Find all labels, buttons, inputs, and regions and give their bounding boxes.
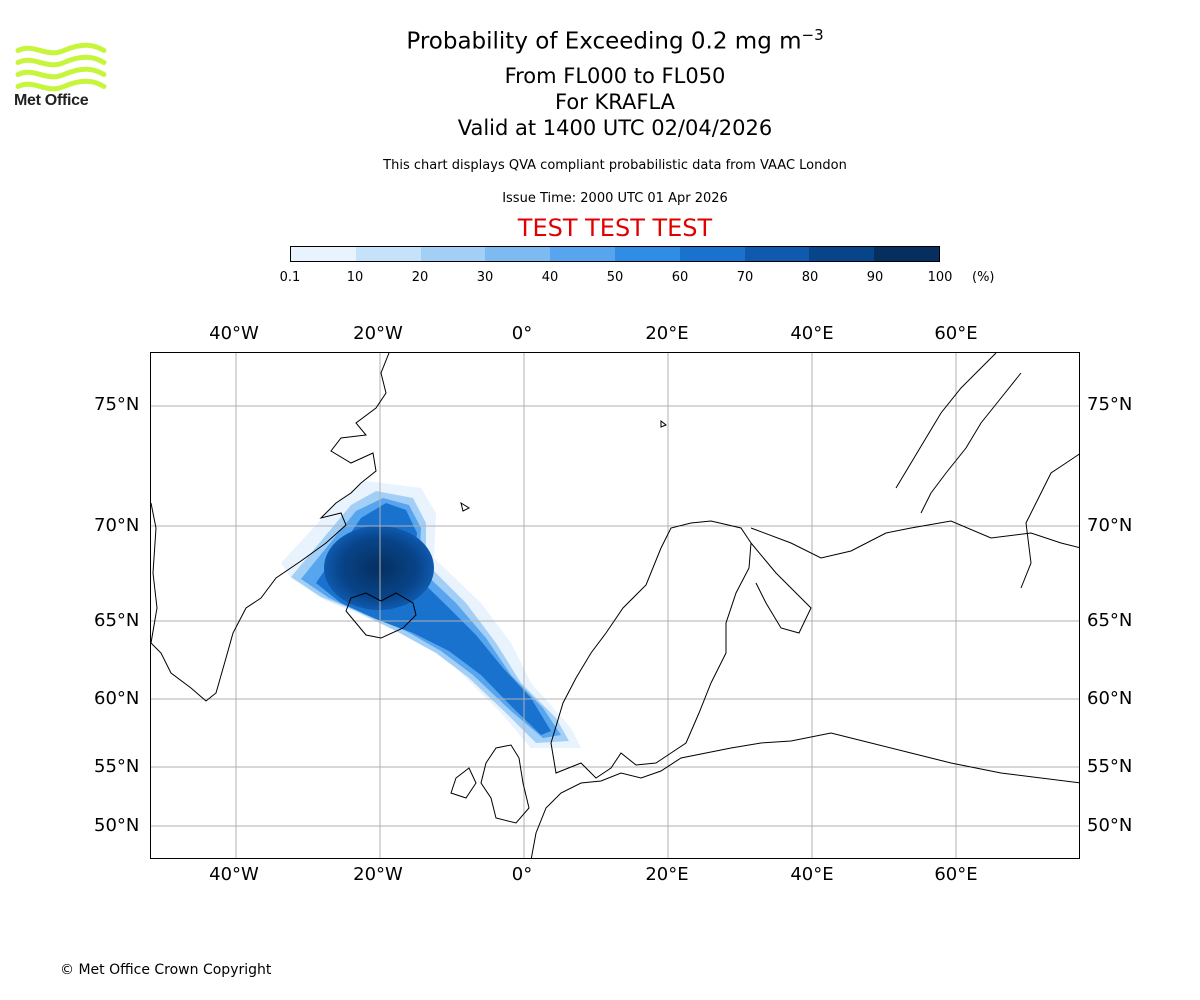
coast-russia-arctic [750,520,1079,559]
colorbar-tick-label: 80 [801,270,819,285]
chart-title-exponent: −3 [801,26,824,44]
ash-plume [281,481,581,748]
coast-kola [750,542,812,634]
plume-core [324,526,434,610]
colorbar-unit: (%) [972,270,995,285]
colorbar-tick-label: 60 [671,270,689,285]
valid-time: Valid at 1400 UTC 02/04/2026 [457,116,773,140]
flight-level-range: From FL000 to FL050 [504,64,726,88]
coast-greenland [151,353,390,702]
lat-label-right: 70°N [1087,515,1133,536]
chart-title-text: Probability of Exceeding 0.2 mg m [406,28,802,55]
lat-label-left: 55°N [94,756,140,777]
colorbar-tick-label: 100 [927,270,953,285]
colorbar-tick-label: 10 [346,270,364,285]
map-canvas [151,353,1079,858]
colorbar-segment [550,247,615,261]
map [150,352,1080,859]
lat-label-left: 60°N [94,688,140,709]
lon-label-bottom: 40°E [790,864,834,885]
coast-yamal [1020,453,1079,589]
logo-text: Met Office [14,92,89,109]
colorbar-tick-label: 90 [866,270,884,285]
lon-label-top: 40°W [209,323,259,344]
lon-label-top: 60°E [934,323,978,344]
coast-british-isles [450,744,530,824]
lon-label-top: 0° [511,323,533,344]
copyright: © Met Office Crown Copyright [60,962,272,978]
lat-label-left: 65°N [94,610,140,631]
lon-label-top: 20°W [353,323,403,344]
gridlines [151,353,1079,858]
lat-label-right: 65°N [1087,610,1133,631]
colorbar-segment [614,247,680,261]
colorbar [290,246,940,262]
lon-label-top: 40°E [790,323,834,344]
colorbar-tick-label: 30 [476,270,494,285]
colorbar-segment [679,247,745,261]
colorbar-tick-label: 50 [606,270,624,285]
coast-scandinavia [550,520,752,779]
colorbar-segment [809,247,875,261]
coast-novaya-zemlya [895,353,1022,514]
lon-label-bottom: 20°E [645,864,689,885]
lon-label-bottom: 0° [511,864,533,885]
coast-svalbard-islands [460,419,667,512]
coast-europe [530,732,1079,858]
test-banner: TEST TEST TEST [517,214,713,242]
lat-label-left: 70°N [94,515,140,536]
colorbar-tick-label: 20 [411,270,429,285]
lon-label-bottom: 40°W [209,864,259,885]
colorbar-segment [355,247,421,261]
met-office-logo [15,42,107,92]
colorbar-segment [874,247,939,261]
lat-label-left: 50°N [94,815,140,836]
coastlines [151,353,1079,858]
colorbar-segment [485,247,551,261]
lat-label-right: 60°N [1087,688,1133,709]
lat-label-right: 75°N [1087,394,1133,415]
colorbar-tick-label: 0.1 [279,270,301,285]
coast-iceland [345,592,417,639]
chart-title: Probability of Exceeding 0.2 mg m−3 [0,26,1200,55]
lon-label-top: 20°E [645,323,689,344]
colorbar-tick-label: 40 [541,270,559,285]
colorbar-tick-label: 70 [736,270,754,285]
colorbar-segment [420,247,486,261]
lat-label-left: 75°N [94,394,140,415]
met-office-wave-icon [15,42,107,92]
lon-label-bottom: 60°E [934,864,978,885]
colorbar-segment [291,247,356,261]
lon-label-bottom: 20°W [353,864,403,885]
subtitle: This chart displays QVA compliant probab… [383,158,847,173]
lat-label-right: 50°N [1087,815,1133,836]
volcano-name: For KRAFLA [555,90,675,114]
lat-label-right: 55°N [1087,756,1133,777]
colorbar-segment [744,247,810,261]
issue-time: Issue Time: 2000 UTC 01 Apr 2026 [502,191,728,206]
